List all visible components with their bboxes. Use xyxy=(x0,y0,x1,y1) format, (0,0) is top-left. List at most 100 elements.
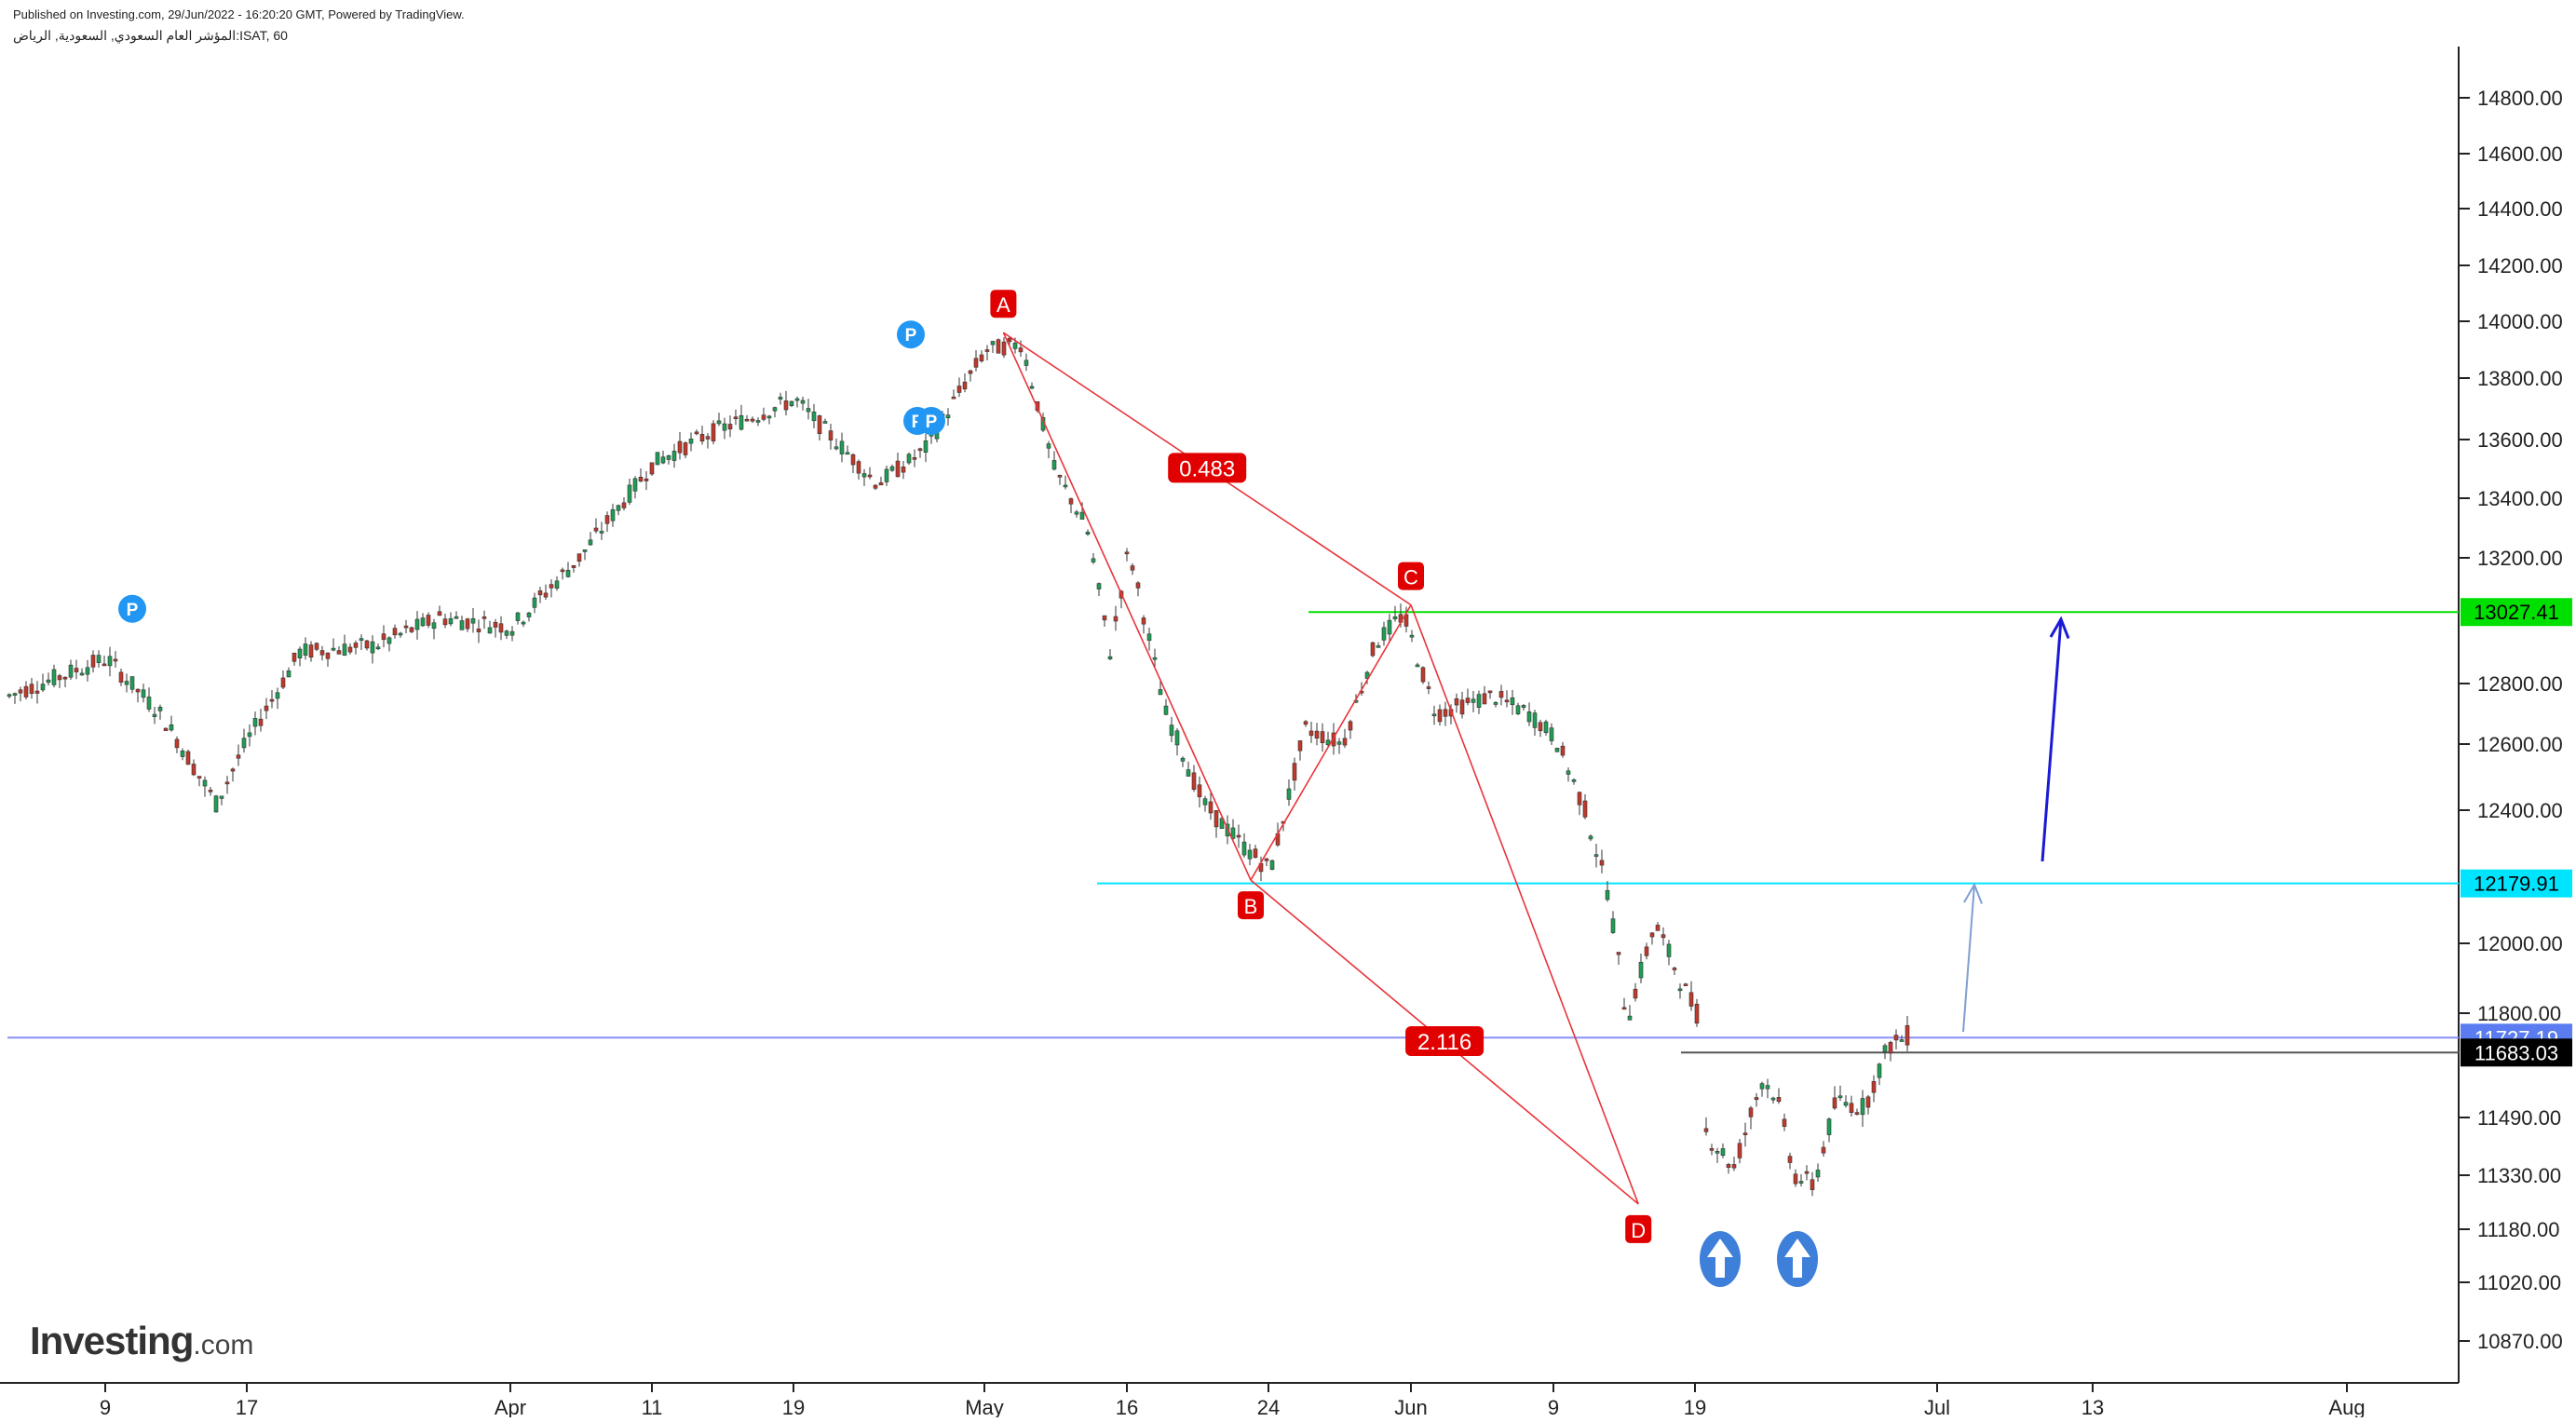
candle-body xyxy=(403,625,409,629)
ratio-box xyxy=(1168,453,1247,483)
pattern-line-AB xyxy=(1002,332,1252,881)
candle-body xyxy=(129,676,135,690)
candle-body xyxy=(722,423,727,431)
ratio-label: 2.116 xyxy=(1417,1030,1471,1055)
x-tick-label: 11 xyxy=(642,1396,663,1417)
candle-body xyxy=(1526,711,1532,723)
candle-body xyxy=(504,630,509,636)
candle-body xyxy=(1605,889,1610,901)
candle-body xyxy=(224,781,230,785)
candle-body xyxy=(532,597,537,608)
candle-body xyxy=(1666,943,1672,957)
candle-body xyxy=(1180,757,1186,762)
candle-body xyxy=(96,655,102,663)
candle-body xyxy=(40,684,46,691)
candle-body xyxy=(398,632,403,636)
candle-body xyxy=(359,638,364,641)
ratio-box xyxy=(1405,1026,1485,1057)
candle-body xyxy=(1320,731,1325,743)
candle-body xyxy=(1549,727,1554,741)
candle-body xyxy=(319,650,325,656)
candle-body xyxy=(1776,1097,1782,1103)
candle-body xyxy=(1057,475,1063,478)
candle-body xyxy=(1141,617,1146,625)
candle-body xyxy=(498,623,504,633)
candle-body xyxy=(1871,1080,1877,1093)
candle-body xyxy=(442,618,448,626)
candle-body xyxy=(1715,1151,1720,1154)
candle-body xyxy=(733,416,739,420)
candle-body xyxy=(34,690,40,694)
candle-body xyxy=(1804,1171,1810,1174)
candle-body xyxy=(85,667,90,675)
candle-body xyxy=(1899,1039,1905,1042)
candle-body xyxy=(644,478,649,481)
candle-body xyxy=(375,646,381,650)
candle-body xyxy=(481,616,487,619)
candle-body xyxy=(1493,702,1498,705)
candle-body xyxy=(1459,699,1465,715)
candle-body xyxy=(632,478,638,492)
candle-body xyxy=(1230,827,1236,839)
candle-body xyxy=(1638,961,1644,979)
candle-body xyxy=(1515,705,1521,715)
logo-tld: .com xyxy=(193,1330,254,1361)
candle-body xyxy=(571,564,576,568)
candle-body xyxy=(180,751,185,757)
candle-body xyxy=(800,400,806,404)
pivot-letter: P xyxy=(127,601,139,620)
x-tick-label: May xyxy=(965,1396,1004,1417)
pattern-label-B-box xyxy=(1238,891,1264,920)
candle-body xyxy=(331,647,336,651)
candle-body xyxy=(51,669,57,685)
candle-body xyxy=(621,502,627,508)
candle-body xyxy=(1742,1132,1748,1135)
candle-body xyxy=(1465,697,1471,703)
candle-body xyxy=(811,412,817,422)
ratio-label: 0.483 xyxy=(1179,456,1235,481)
candle-body xyxy=(208,790,213,792)
y-tick-label: 12400.00 xyxy=(2477,799,2563,822)
candle-body xyxy=(1113,616,1119,622)
candle-body xyxy=(1627,1015,1633,1021)
candle-body xyxy=(1415,664,1420,668)
y-tick-label: 12600.00 xyxy=(2477,733,2563,756)
candle-body xyxy=(1560,745,1566,756)
price-label-green-box xyxy=(2461,598,2572,627)
candle-body xyxy=(74,668,79,672)
candle-body xyxy=(291,652,297,662)
x-tick-label: 19 xyxy=(782,1396,805,1417)
candle-body xyxy=(1431,713,1437,717)
candle-body xyxy=(1754,1097,1759,1101)
candle-body xyxy=(1370,642,1376,657)
candle-body xyxy=(1482,693,1487,705)
pivot-letter: P xyxy=(905,326,917,345)
pivot-letter: P xyxy=(926,413,938,432)
candle-body xyxy=(861,473,867,478)
candle-body xyxy=(778,397,783,400)
candle-body xyxy=(744,418,750,422)
candle-body xyxy=(1426,686,1431,689)
candle-body xyxy=(174,738,180,749)
candle-body xyxy=(1683,983,1688,986)
y-tick-label: 13400.00 xyxy=(2477,487,2563,510)
candle-body xyxy=(677,440,683,454)
candle-body xyxy=(912,457,917,460)
candle-body xyxy=(152,713,157,717)
candle-body xyxy=(269,698,275,702)
candle-body xyxy=(386,637,392,644)
pivot-marker xyxy=(118,594,146,623)
candle-body xyxy=(884,468,889,482)
candle-body xyxy=(258,718,264,726)
candle-body xyxy=(1688,992,1694,1007)
y-tick-label: 13600.00 xyxy=(2477,428,2563,452)
candle-body xyxy=(727,424,733,430)
candle-body xyxy=(1498,691,1504,698)
candle-body xyxy=(113,658,118,662)
candle-body xyxy=(850,454,856,466)
candle-body xyxy=(655,452,660,466)
x-tick-label: 17 xyxy=(236,1396,258,1417)
candle-body xyxy=(951,396,956,400)
